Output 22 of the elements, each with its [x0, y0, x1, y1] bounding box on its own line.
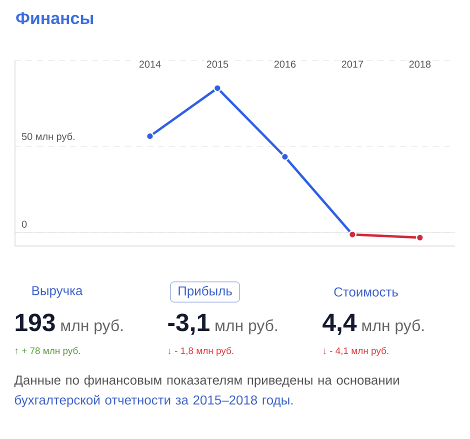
text: Выручка	[32, 286, 83, 298]
text: ↓ - 4,1 млн руб.	[323, 347, 388, 356]
y-tick-label: 0	[22, 220, 27, 228]
text: ↑ + 78 млн руб.	[15, 347, 80, 356]
text: 4,4	[322, 314, 357, 335]
text: млн руб.	[216, 319, 277, 334]
y-tick-label: 50 млн руб.	[22, 132, 74, 142]
text: 193	[16, 314, 55, 332]
text: млн руб.	[362, 319, 424, 334]
x-tick-label: 2014	[139, 60, 161, 68]
text: Стоимость	[334, 287, 398, 297]
text: бухгалтерской отчетности за 2015–2018 годы.	[14, 394, 293, 408]
text: Данные по финансовым показателям приведены на основании	[14, 375, 399, 388]
x-tick-label: 2018	[409, 60, 431, 68]
x-tick-label: 2015	[206, 60, 228, 68]
chart-title: Финансы	[16, 12, 93, 24]
x-tick-label: 2017	[342, 60, 364, 68]
text: Прибыль	[178, 286, 232, 298]
text: -3,1	[168, 314, 210, 335]
text: млн руб.	[61, 319, 123, 334]
text: ↓ - 1,8 млн руб.	[168, 347, 234, 356]
x-tick-label: 2016	[274, 60, 296, 68]
